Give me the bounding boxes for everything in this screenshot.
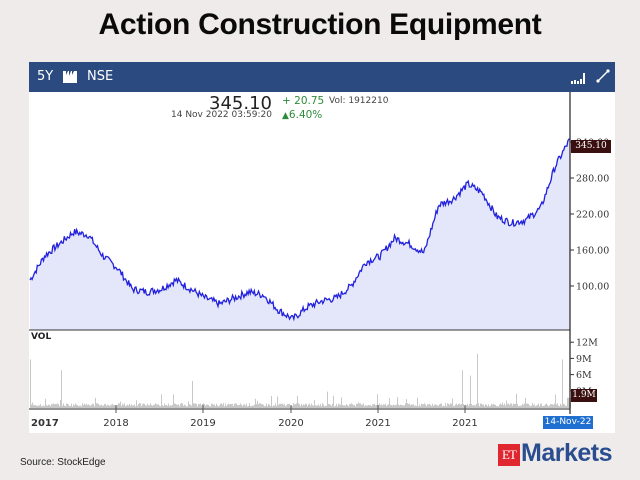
source-note: Source: StockEdge bbox=[20, 457, 106, 468]
time-axis: 2017 2018 2019 2020 2021 2021 bbox=[31, 405, 478, 429]
up-arrow-icon: ▲ bbox=[282, 111, 289, 121]
exchange-selector[interactable]: NSE bbox=[87, 69, 114, 84]
time-tick-label: 2019 bbox=[190, 418, 215, 429]
time-tick-label: 2021 bbox=[452, 418, 477, 429]
price-tick-label: 280.00 bbox=[576, 174, 609, 185]
candlestick-icon[interactable] bbox=[63, 70, 77, 88]
price-area bbox=[30, 139, 570, 330]
time-tick-label: 2018 bbox=[103, 418, 128, 429]
volume-tick-label: 6M bbox=[576, 370, 592, 381]
price-tick-label: 220.00 bbox=[576, 210, 609, 221]
vol-current-label: 1.9M bbox=[571, 389, 597, 402]
volume-tick-label: 12M bbox=[576, 338, 598, 349]
price-tick-label: 100.00 bbox=[576, 282, 609, 293]
price-tick-label: 160.00 bbox=[576, 246, 609, 257]
date-current-label: 14-Nov-22 bbox=[543, 416, 593, 429]
percent-value: 6.40% bbox=[288, 109, 323, 121]
time-tick-label: 2017 bbox=[31, 418, 59, 429]
quote-timestamp: 14 Nov 2022 03:59:20 bbox=[171, 110, 272, 120]
price-current-label: 345.10 bbox=[571, 140, 611, 153]
volume-tick-label: 9M bbox=[576, 354, 592, 365]
page-title: Action Construction Equipment bbox=[98, 8, 542, 41]
volume-bars bbox=[30, 354, 571, 408]
price-line bbox=[29, 138, 571, 322]
bar-volume-icon[interactable] bbox=[571, 71, 585, 89]
chart-toolbar: 5Y NSE bbox=[29, 62, 615, 92]
markets-wordmark: Markets bbox=[521, 439, 613, 467]
line-draw-icon[interactable] bbox=[596, 69, 610, 88]
volume-value: Vol: 1912210 bbox=[329, 96, 389, 106]
et-logo-badge: ET bbox=[498, 444, 520, 466]
current-price: 345.10 bbox=[209, 93, 272, 114]
time-tick-label: 2020 bbox=[278, 418, 303, 429]
period-selector[interactable]: 5Y bbox=[37, 69, 54, 84]
percent-change: ▲6.40% bbox=[282, 109, 322, 121]
vol-label: VOL bbox=[31, 332, 52, 342]
time-tick-label: 2021 bbox=[365, 418, 390, 429]
price-change: + 20.75 bbox=[282, 95, 325, 107]
